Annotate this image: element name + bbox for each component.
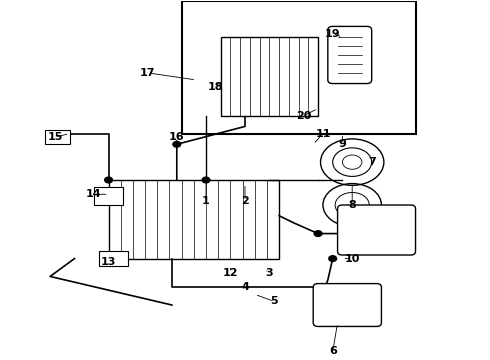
Text: 19: 19 — [325, 28, 341, 39]
Text: 15: 15 — [48, 132, 63, 142]
Text: 7: 7 — [368, 157, 375, 167]
Circle shape — [329, 256, 337, 261]
Text: 4: 4 — [241, 282, 249, 292]
Circle shape — [105, 177, 113, 183]
Text: 3: 3 — [266, 268, 273, 278]
Text: 17: 17 — [140, 68, 155, 78]
Text: 5: 5 — [270, 296, 278, 306]
Text: 1: 1 — [202, 197, 210, 206]
FancyBboxPatch shape — [328, 26, 372, 84]
Text: 10: 10 — [344, 253, 360, 264]
Circle shape — [173, 141, 181, 147]
Circle shape — [314, 231, 322, 237]
FancyBboxPatch shape — [313, 284, 381, 327]
Bar — [99, 251, 128, 266]
Bar — [220, 37, 318, 116]
Bar — [45, 130, 70, 144]
Text: 20: 20 — [296, 111, 311, 121]
Text: 12: 12 — [222, 268, 238, 278]
Bar — [109, 180, 279, 258]
FancyBboxPatch shape — [338, 205, 416, 255]
Circle shape — [202, 177, 210, 183]
Text: 8: 8 — [348, 200, 356, 210]
Text: 18: 18 — [208, 82, 223, 92]
Text: 16: 16 — [169, 132, 185, 142]
Text: 11: 11 — [315, 129, 331, 139]
Text: 13: 13 — [101, 257, 116, 267]
Text: 2: 2 — [241, 197, 249, 206]
Bar — [182, 1, 416, 134]
Text: 9: 9 — [339, 139, 346, 149]
Text: 6: 6 — [329, 346, 337, 356]
Bar — [94, 187, 123, 205]
Text: 14: 14 — [86, 189, 102, 199]
